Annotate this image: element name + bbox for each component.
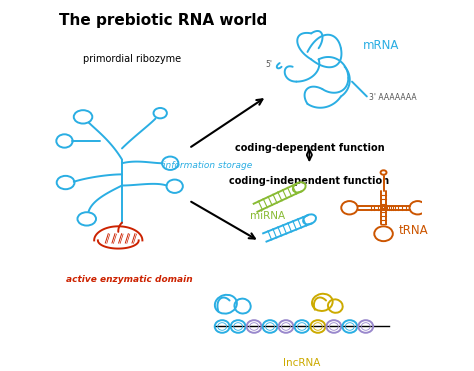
Text: 3' AAAAAAA: 3' AAAAAAA: [369, 93, 416, 102]
Text: active enzymatic domain: active enzymatic domain: [66, 275, 193, 283]
Text: The prebiotic RNA world: The prebiotic RNA world: [59, 13, 267, 28]
Text: 5': 5': [265, 60, 272, 69]
Text: miRNA: miRNA: [250, 211, 285, 221]
Text: coding-independent function: coding-independent function: [229, 176, 390, 186]
Text: tRNA: tRNA: [398, 224, 428, 237]
Text: coding-dependent function: coding-dependent function: [235, 143, 384, 153]
Text: lncRNA: lncRNA: [283, 358, 320, 368]
Text: mRNA: mRNA: [363, 39, 400, 52]
Text: primordial ribozyme: primordial ribozyme: [83, 54, 181, 64]
Text: information storage: information storage: [163, 161, 252, 170]
